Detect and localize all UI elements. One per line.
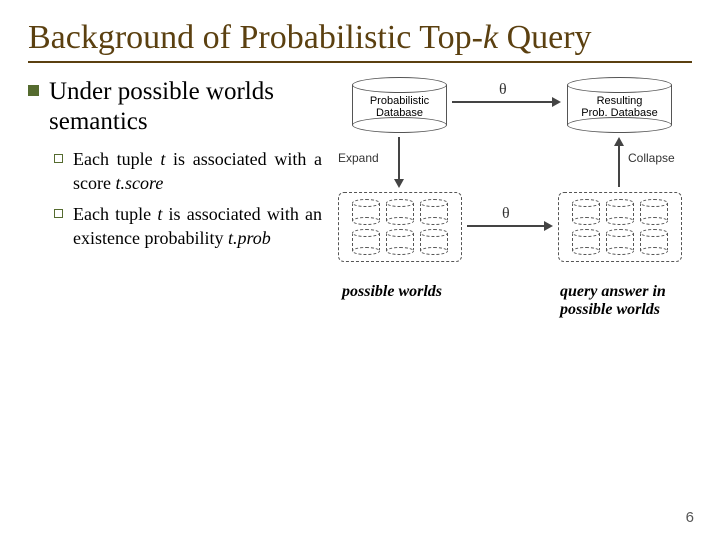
sub-bullet-2-text: Each tuple t is associated with an exist… bbox=[73, 202, 322, 251]
mini-db bbox=[640, 199, 668, 225]
bullet-square-icon bbox=[28, 85, 39, 96]
mini-db bbox=[420, 229, 448, 255]
bullet-main: Under possible worlds semantics bbox=[28, 77, 322, 137]
db-right-label: Resulting Prob. Database bbox=[567, 95, 672, 119]
db-resulting: Resulting Prob. Database bbox=[567, 77, 672, 133]
theta-label-top: θ bbox=[499, 81, 507, 99]
caption-right: query answer in possible worlds bbox=[560, 283, 700, 320]
possible-worlds-left bbox=[338, 192, 462, 262]
slide-title: Background of Probabilistic Top-k Query bbox=[28, 18, 692, 63]
bullet-hollow-square-icon bbox=[54, 209, 63, 218]
db-left-label: Probabilistic Database bbox=[352, 95, 447, 119]
possible-worlds-right bbox=[558, 192, 682, 262]
content-row: Under possible worlds semantics Each tup… bbox=[28, 77, 692, 337]
sub-bullet-list: Each tuple t is associated with a score … bbox=[54, 147, 322, 250]
theta-label-mid: θ bbox=[502, 205, 510, 223]
mini-db bbox=[606, 229, 634, 255]
left-column: Under possible worlds semantics Each tup… bbox=[28, 77, 332, 337]
mini-db bbox=[352, 199, 380, 225]
collapse-label: Collapse bbox=[628, 151, 675, 165]
mini-db bbox=[572, 229, 600, 255]
title-text-post: Query bbox=[498, 19, 591, 56]
bullet-main-text: Under possible worlds semantics bbox=[49, 77, 322, 137]
title-k: k bbox=[483, 19, 498, 56]
caption-left: possible worlds bbox=[342, 283, 482, 301]
mini-db bbox=[386, 229, 414, 255]
diagram: Probabilistic Database Resulting Prob. D… bbox=[332, 77, 692, 337]
mini-db bbox=[352, 229, 380, 255]
right-column: Probabilistic Database Resulting Prob. D… bbox=[332, 77, 692, 337]
title-text-pre: Background of Probabilistic Top- bbox=[28, 19, 483, 56]
sub-bullet-1-text: Each tuple t is associated with a score … bbox=[73, 147, 322, 196]
mini-db bbox=[572, 199, 600, 225]
sub-bullet-1: Each tuple t is associated with a score … bbox=[54, 147, 322, 196]
mini-db bbox=[386, 199, 414, 225]
page-number: 6 bbox=[686, 509, 694, 526]
slide: Background of Probabilistic Top-k Query … bbox=[0, 0, 720, 540]
mini-db bbox=[640, 229, 668, 255]
mini-db bbox=[420, 199, 448, 225]
expand-label: Expand bbox=[338, 151, 379, 165]
db-probabilistic: Probabilistic Database bbox=[352, 77, 447, 133]
sub-bullet-2: Each tuple t is associated with an exist… bbox=[54, 202, 322, 251]
mini-db bbox=[606, 199, 634, 225]
bullet-hollow-square-icon bbox=[54, 154, 63, 163]
